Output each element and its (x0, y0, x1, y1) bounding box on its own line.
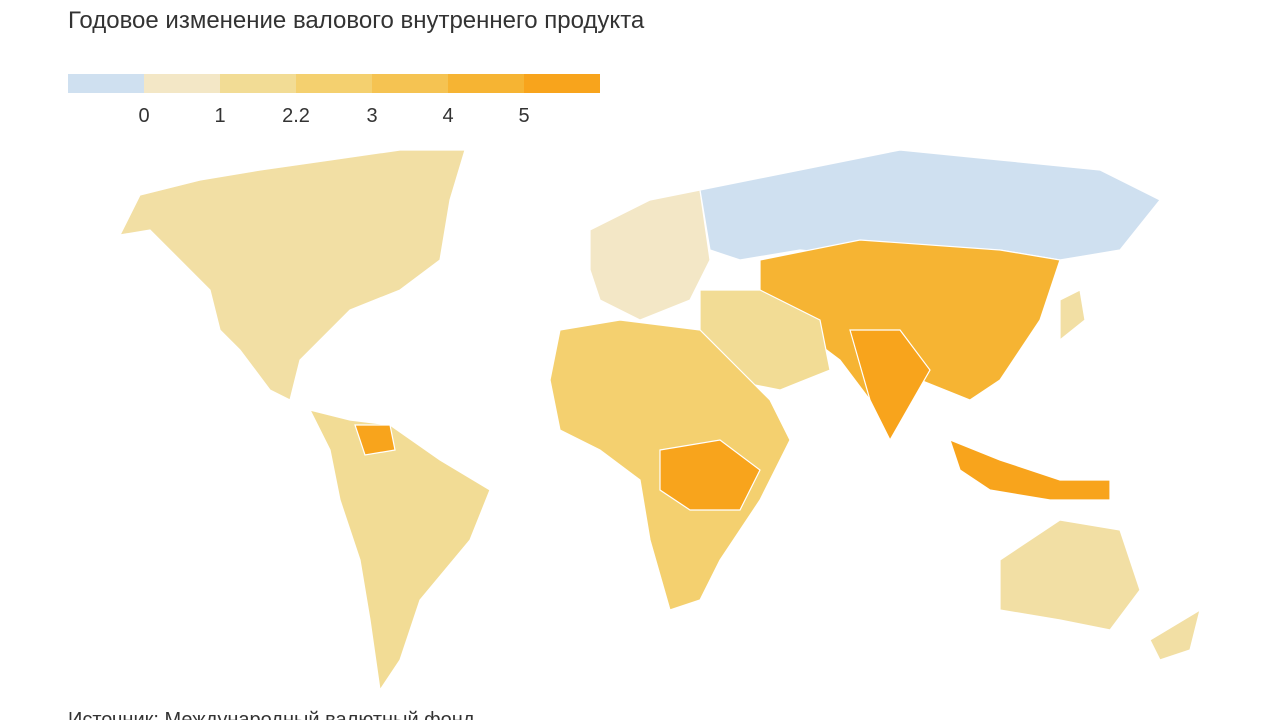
south-america (308, 409, 491, 692)
north-america (118, 149, 466, 401)
australia (999, 519, 1141, 631)
europe (589, 189, 711, 321)
legend-swatch (220, 74, 296, 93)
source-note: Источник: Международный валютный фонд (68, 709, 475, 720)
new-zealand (1149, 608, 1201, 661)
greenland (469, 139, 602, 221)
legend-swatch (68, 74, 144, 93)
legend-swatch (448, 74, 524, 93)
russia (699, 149, 1161, 261)
legend-tick-label: 5 (518, 105, 529, 127)
legend-tick-label: 3 (366, 105, 377, 127)
map-title: Годовое изменение валового внутреннего п… (68, 7, 645, 34)
legend-tick-label: 1 (214, 105, 225, 127)
legend: 0 1 2.2 3 4 5 (68, 74, 600, 127)
legend-swatch (524, 74, 600, 93)
legend-swatch (144, 74, 220, 93)
legend-tick-label: 4 (442, 105, 453, 127)
central-africa (659, 439, 761, 511)
legend-tick-label: 2.2 (282, 105, 310, 127)
legend-swatch (296, 74, 372, 93)
world-map (118, 139, 1201, 692)
venezuela (354, 424, 396, 456)
legend-swatch (372, 74, 448, 93)
japan (1059, 289, 1086, 342)
india (849, 329, 931, 442)
legend-tick-label: 0 (138, 105, 149, 127)
indonesia (949, 438, 1111, 501)
